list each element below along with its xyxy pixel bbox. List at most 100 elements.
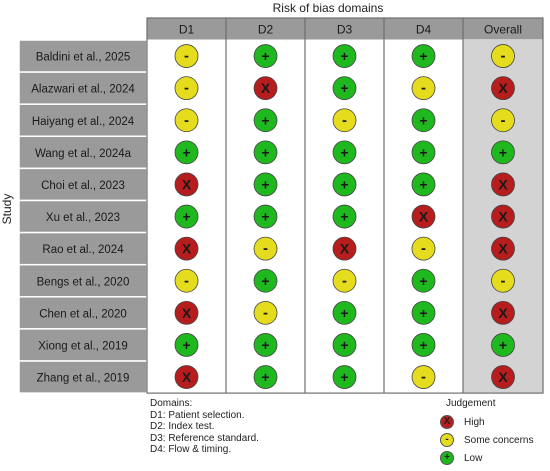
legend-low-symbol: + (444, 452, 450, 463)
rating-symbol: X (498, 241, 508, 257)
rating-high-icon (174, 236, 199, 261)
rating-symbol: - (421, 80, 426, 97)
rating-low-icon (253, 204, 278, 229)
column-header-d1: D1 (179, 23, 195, 37)
rating-symbol: + (182, 209, 190, 225)
rating-symbol: + (261, 176, 269, 192)
rating-low-icon (332, 365, 357, 389)
chart-grid: D1 D2 D3 D4 Overall Baldini et al., 2025 - + + + -… (18, 17, 544, 394)
rating-some-icon (253, 300, 278, 325)
rating-low-icon (332, 140, 357, 165)
rating-symbol: X (261, 80, 271, 96)
rating-symbol: + (261, 209, 269, 225)
rating-symbol: + (419, 144, 427, 160)
domains-title: Domains: (150, 398, 193, 409)
table-border (146, 17, 544, 394)
rating-low-icon (253, 140, 278, 165)
rating-low-icon (332, 333, 357, 357)
domain-d2-text: D2: Index test. (150, 421, 215, 432)
rating-symbol: X (340, 241, 350, 257)
y-axis-label: Study (0, 194, 14, 225)
rating-low-icon (411, 140, 436, 165)
domain-d1-text: D1: Patient selection. (150, 409, 245, 421)
rating-symbol: + (340, 369, 348, 385)
rating-high-icon (491, 365, 515, 389)
rating-low-icon (253, 44, 278, 68)
study-label: Xu et al., 2023 (46, 212, 120, 224)
rating-low-icon (411, 268, 436, 293)
rating-low-icon (332, 44, 357, 68)
rating-some-icon (332, 108, 357, 133)
domains-legend: Domains: D1: Patient selection. D2: Inde… (150, 398, 370, 456)
rating-symbol: - (184, 112, 189, 129)
rating-symbol: X (182, 305, 192, 321)
rating-symbol: + (261, 144, 269, 160)
chart-title: Risk of bias domains (273, 1, 384, 15)
rating-symbol: + (419, 48, 427, 64)
column-header-d2: D2 (258, 23, 274, 37)
study-label: Choi et al., 2023 (41, 180, 125, 192)
rating-symbol: + (499, 144, 507, 160)
rating-some-icon (174, 76, 199, 101)
rating-symbol: + (419, 337, 427, 353)
rating-high-icon (491, 172, 515, 197)
study-label-cell (18, 296, 148, 330)
rating-low-icon (174, 333, 199, 357)
rating-low-icon (253, 333, 278, 357)
rating-symbol: - (184, 80, 189, 97)
rating-symbol: X (182, 176, 192, 192)
rating-symbol: + (261, 48, 269, 64)
rating-symbol: X (419, 209, 429, 225)
legend-high-label: High (464, 416, 485, 428)
rating-some-icon (174, 44, 199, 68)
study-label: Baldini et al., 2025 (36, 52, 131, 64)
rating-symbol: + (419, 176, 427, 192)
rating-low-icon (411, 333, 436, 357)
rating-symbol: + (340, 48, 348, 64)
judgement-title: Judgement (446, 398, 496, 409)
rating-low-icon (411, 172, 436, 197)
rating-some-icon (253, 236, 278, 261)
rating-low-icon (174, 204, 199, 229)
legend-high-icon: X (440, 415, 454, 429)
rating-symbol: - (501, 112, 506, 129)
rating-low-icon (411, 44, 436, 68)
rating-symbol: - (501, 272, 506, 289)
legend-item-high: X High (440, 414, 485, 430)
rating-symbol: - (342, 272, 347, 289)
column-header-d3: D3 (337, 23, 353, 37)
rating-symbol: X (498, 209, 508, 225)
study-label-cell (18, 263, 148, 298)
rating-some-icon (491, 44, 515, 68)
rating-high-icon (491, 76, 515, 101)
rating-low-icon (253, 365, 278, 389)
rating-symbol: - (421, 240, 426, 257)
rating-some-icon (174, 268, 199, 293)
rating-symbol: - (501, 48, 506, 65)
rating-low-icon (491, 333, 515, 357)
rating-some-icon (491, 268, 515, 293)
study-label-cell (18, 39, 148, 73)
rating-high-icon (174, 172, 199, 197)
rating-low-icon (253, 108, 278, 133)
study-label: Haiyang et al., 2024 (32, 116, 135, 128)
rating-low-icon (411, 300, 436, 325)
rating-symbol: X (182, 241, 192, 257)
rating-high-icon (253, 76, 278, 101)
study-label: Wang et al., 2024a (35, 148, 132, 160)
rating-symbol: + (340, 305, 348, 321)
rating-symbol: X (498, 80, 508, 96)
study-label-cell (18, 71, 148, 105)
rating-low-icon (253, 268, 278, 293)
rating-symbol: + (182, 337, 190, 353)
legend-low-label: Low (464, 452, 483, 464)
judgement-legend: Judgement X High - Some concerns + Low (440, 397, 550, 471)
legend-some-symbol: - (445, 434, 449, 445)
domain-d3-text: D3: Reference standard. (150, 432, 259, 444)
study-label: Bengs et al., 2020 (37, 276, 130, 288)
rating-symbol: + (419, 305, 427, 321)
rating-symbol: + (340, 176, 348, 192)
study-label: Xiong et al., 2019 (38, 340, 128, 352)
rating-symbol: X (498, 176, 508, 192)
